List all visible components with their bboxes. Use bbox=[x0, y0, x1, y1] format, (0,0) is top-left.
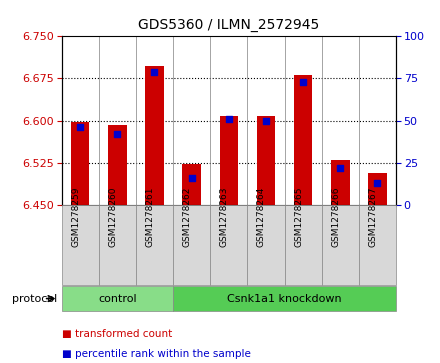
Text: GSM1278262: GSM1278262 bbox=[183, 187, 192, 247]
Text: GSM1278266: GSM1278266 bbox=[331, 187, 340, 247]
Point bbox=[300, 79, 307, 85]
Bar bbox=[247, 205, 285, 285]
Text: GSM1278267: GSM1278267 bbox=[368, 187, 378, 247]
Bar bbox=[331, 160, 349, 205]
Point bbox=[374, 180, 381, 186]
Bar bbox=[136, 205, 173, 285]
Text: protocol: protocol bbox=[12, 294, 57, 303]
Text: ■ percentile rank within the sample: ■ percentile rank within the sample bbox=[62, 349, 250, 359]
Bar bbox=[173, 205, 210, 285]
Bar bbox=[368, 173, 387, 205]
Point bbox=[188, 175, 195, 181]
Text: Csnk1a1 knockdown: Csnk1a1 knockdown bbox=[227, 294, 342, 303]
Bar bbox=[220, 116, 238, 205]
Text: GSM1278264: GSM1278264 bbox=[257, 187, 266, 247]
Point bbox=[225, 116, 232, 122]
Point bbox=[151, 69, 158, 75]
Bar bbox=[285, 205, 322, 285]
Title: GDS5360 / ILMN_2572945: GDS5360 / ILMN_2572945 bbox=[138, 19, 319, 33]
Text: GSM1278263: GSM1278263 bbox=[220, 187, 229, 247]
Bar bbox=[182, 164, 201, 205]
Bar bbox=[359, 205, 396, 285]
Bar bbox=[257, 116, 275, 205]
Text: GSM1278259: GSM1278259 bbox=[71, 187, 80, 247]
Text: control: control bbox=[98, 294, 137, 303]
Bar bbox=[173, 286, 396, 311]
Bar bbox=[99, 205, 136, 285]
Bar bbox=[322, 205, 359, 285]
Text: ■ transformed count: ■ transformed count bbox=[62, 329, 172, 339]
Bar bbox=[71, 122, 89, 205]
Bar bbox=[62, 286, 173, 311]
Point bbox=[337, 165, 344, 171]
Bar bbox=[210, 205, 247, 285]
Text: GSM1278260: GSM1278260 bbox=[108, 187, 117, 247]
Bar bbox=[145, 66, 164, 205]
Bar bbox=[62, 205, 99, 285]
Point bbox=[262, 118, 269, 124]
Point bbox=[77, 125, 84, 130]
Bar bbox=[108, 125, 127, 205]
Text: GSM1278261: GSM1278261 bbox=[146, 187, 154, 247]
Point bbox=[114, 131, 121, 137]
Bar bbox=[294, 74, 312, 205]
Text: GSM1278265: GSM1278265 bbox=[294, 187, 303, 247]
